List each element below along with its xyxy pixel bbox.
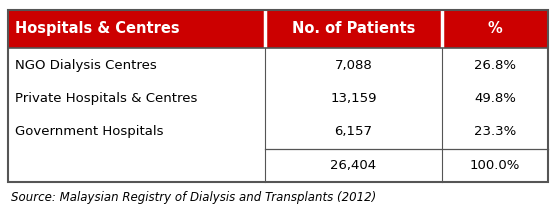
Text: Government Hospitals: Government Hospitals (15, 125, 163, 138)
Text: No. of Patients: No. of Patients (292, 22, 415, 36)
Text: 26,404: 26,404 (330, 159, 376, 172)
Text: Hospitals & Centres: Hospitals & Centres (15, 22, 180, 36)
Text: 49.8%: 49.8% (474, 92, 516, 105)
Text: 100.0%: 100.0% (470, 159, 520, 172)
Text: 26.8%: 26.8% (474, 59, 516, 72)
Text: Private Hospitals & Centres: Private Hospitals & Centres (15, 92, 197, 105)
Text: NGO Dialysis Centres: NGO Dialysis Centres (15, 59, 157, 72)
Text: 23.3%: 23.3% (474, 125, 516, 138)
Bar (8, 48, 548, 82)
Bar (8, 10, 548, 48)
Text: 7,088: 7,088 (335, 59, 373, 72)
Text: %: % (488, 22, 503, 36)
Bar (8, 115, 548, 149)
Text: 13,159: 13,159 (330, 92, 377, 105)
Bar (8, 82, 548, 115)
Text: Source: Malaysian Registry of Dialysis and Transplants (2012): Source: Malaysian Registry of Dialysis a… (11, 191, 376, 204)
Bar (8, 149, 548, 182)
Bar (8, 10, 548, 182)
Text: 6,157: 6,157 (335, 125, 373, 138)
